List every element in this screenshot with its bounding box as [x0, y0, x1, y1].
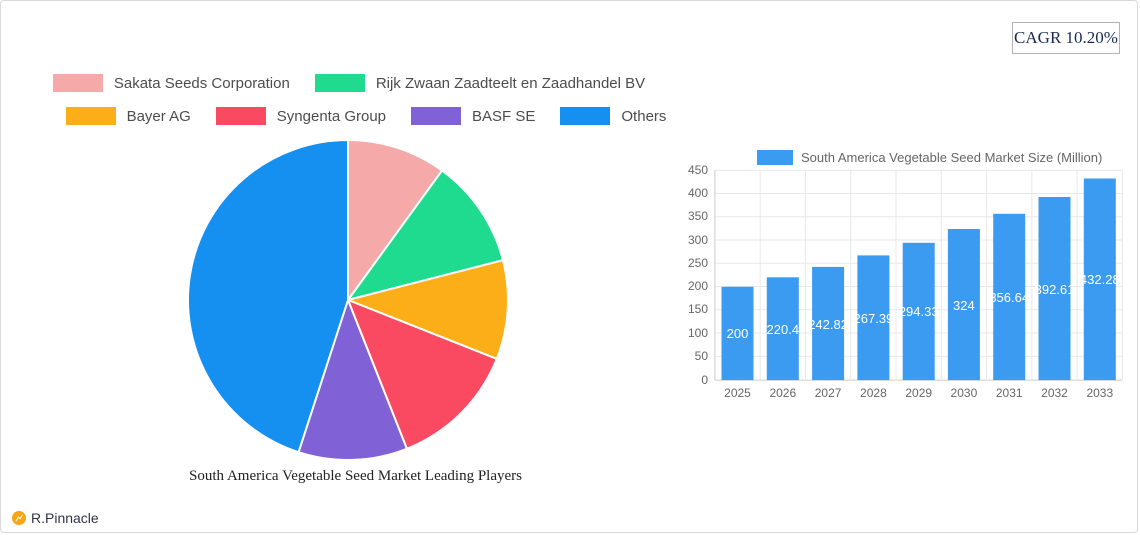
svg-text:2031: 2031: [996, 386, 1023, 400]
svg-text:267.39: 267.39: [854, 311, 894, 326]
svg-text:450: 450: [688, 163, 708, 177]
svg-text:2029: 2029: [905, 386, 932, 400]
svg-text:2032: 2032: [1041, 386, 1068, 400]
svg-text:250: 250: [688, 256, 708, 270]
svg-text:100: 100: [688, 326, 708, 340]
svg-text:200: 200: [688, 279, 708, 293]
svg-text:2025: 2025: [724, 386, 751, 400]
svg-text:392.61: 392.61: [1035, 282, 1075, 297]
svg-text:50: 50: [695, 349, 709, 363]
svg-text:2030: 2030: [951, 386, 978, 400]
svg-text:400: 400: [688, 186, 708, 200]
svg-text:2028: 2028: [860, 386, 887, 400]
svg-text:200: 200: [727, 326, 749, 341]
svg-text:0: 0: [701, 373, 708, 387]
svg-text:242.82: 242.82: [808, 317, 848, 332]
svg-text:2026: 2026: [769, 386, 796, 400]
svg-text:2033: 2033: [1086, 386, 1113, 400]
svg-text:432.28: 432.28: [1080, 272, 1120, 287]
svg-text:324: 324: [953, 298, 975, 313]
svg-text:356.64: 356.64: [989, 290, 1029, 305]
svg-text:220.4: 220.4: [767, 322, 800, 337]
svg-text:150: 150: [688, 302, 708, 316]
svg-text:350: 350: [688, 209, 708, 223]
svg-text:300: 300: [688, 233, 708, 247]
svg-text:294.33: 294.33: [899, 304, 939, 319]
svg-text:2027: 2027: [815, 386, 842, 400]
